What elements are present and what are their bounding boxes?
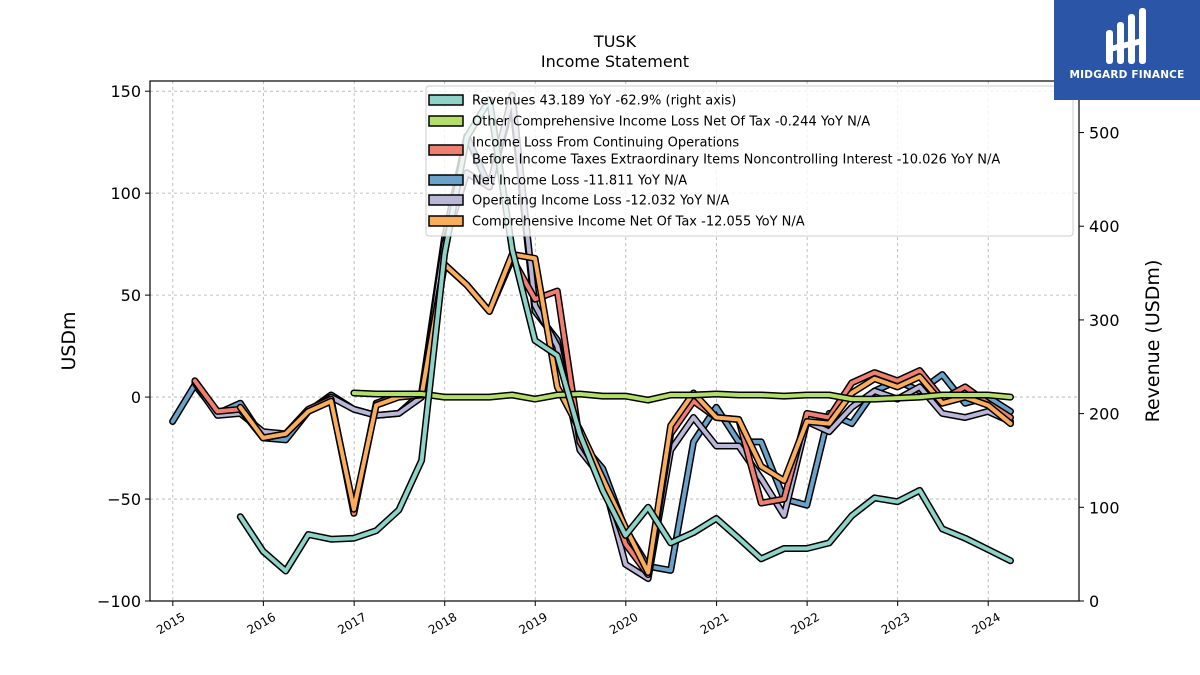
chart-title: TUSK — [593, 32, 637, 51]
series-lines — [169, 91, 1014, 583]
midgard-finance-logo: MIDGARD FINANCE — [1054, 0, 1200, 100]
x-tick-label: 2022 — [788, 610, 821, 637]
series-line-comprehensive-income-net-of-tax — [238, 252, 1013, 575]
plot-frame — [149, 80, 1080, 602]
left-tick-label: −100 — [97, 592, 141, 611]
legend-label: Comprehensive Income Net Of Tax -12.055 … — [472, 215, 805, 230]
legend-label: Before Income Taxes Extraordinary Items … — [472, 153, 1000, 168]
legend-label: Net Income Loss -11.811 YoY N/A — [472, 174, 687, 189]
x-tick-label: 2020 — [607, 610, 640, 637]
series-line-revenues — [238, 97, 1013, 573]
logo-text: MIDGARD FINANCE — [1069, 69, 1185, 81]
x-tick-label: 2021 — [698, 610, 731, 637]
legend-swatch — [428, 115, 464, 127]
left-tick-label: 0 — [131, 388, 141, 407]
right-tick-label: 300 — [1089, 311, 1120, 330]
legend-label: Revenues 43.189 YoY -62.9% (right axis) — [472, 94, 736, 109]
chart-subtitle: Income Statement — [541, 52, 689, 71]
x-tick-label: 2015 — [154, 610, 187, 637]
legend-swatch — [428, 94, 464, 106]
series-outline-income-loss-from-continuing-operations-before-income-taxes-extraordinary-items-noncontrolling-interest — [191, 254, 1014, 578]
legend-swatch — [428, 194, 464, 206]
x-tick-label: 2023 — [879, 610, 912, 637]
left-tick-label: 50 — [121, 286, 141, 305]
series-line-other-comprehensive-income-loss-net-of-tax — [351, 391, 1013, 403]
x-tick-label: 2024 — [969, 610, 1002, 637]
x-tick-label: 2018 — [426, 610, 459, 637]
x-tick-label: 2017 — [335, 610, 368, 637]
x-tick-label: 2016 — [245, 610, 278, 637]
right-tick-label: 500 — [1089, 124, 1120, 143]
logo-mark-icon — [1054, 0, 1200, 100]
legend: Revenues 43.189 YoY -62.9% (right axis) O… — [425, 85, 1074, 237]
legend-swatch — [428, 215, 464, 227]
legend-box — [425, 85, 1074, 237]
right-tick-label: 400 — [1089, 217, 1120, 236]
x-tick-label: 2019 — [517, 610, 550, 637]
series-line-income-loss-from-continuing-operations-before-income-taxes-extraordinary-items-noncontrolling-interest — [192, 256, 1013, 577]
y-axis-label-right: Revenue (USDm) — [1142, 260, 1164, 423]
left-tick-label: 100 — [110, 184, 141, 203]
legend-label: Other Comprehensive Income Loss Net Of T… — [472, 115, 870, 130]
legend-label: Income Loss From Continuing Operations — [472, 136, 739, 151]
left-tick-label: −50 — [107, 490, 141, 509]
y-axis-label-left: USDm — [58, 311, 80, 370]
legend-swatch — [428, 174, 464, 186]
right-tick-label: 0 — [1089, 592, 1099, 611]
right-tick-label: 200 — [1089, 405, 1120, 424]
left-tick-label: 150 — [110, 82, 141, 101]
legend-label: Operating Income Loss -12.032 YoY N/A — [472, 194, 729, 209]
legend-swatch — [428, 144, 464, 156]
right-tick-label: 100 — [1089, 498, 1120, 517]
